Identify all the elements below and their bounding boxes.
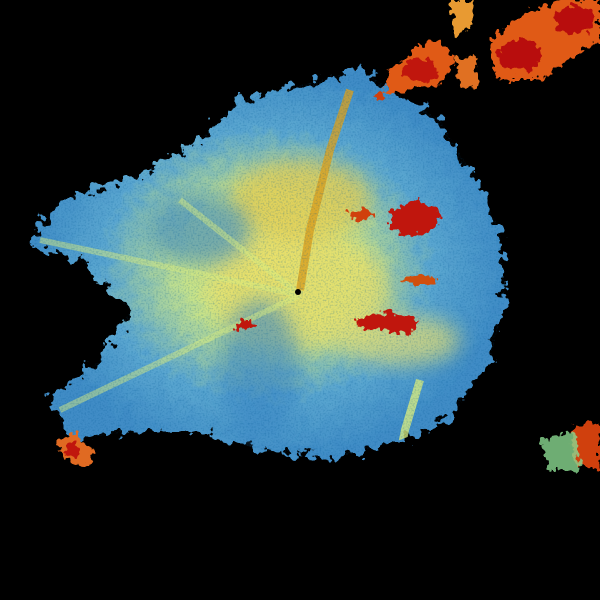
cell (64, 444, 80, 456)
cell (348, 209, 372, 221)
cell (375, 90, 385, 100)
storm-cells (55, 0, 600, 470)
radar-site (295, 289, 301, 295)
cell (450, 0, 475, 35)
cell (355, 312, 420, 335)
cell (402, 58, 438, 82)
cell (402, 276, 438, 284)
cell (555, 6, 595, 34)
cell (540, 430, 580, 470)
cell (235, 320, 255, 330)
cell (455, 55, 478, 90)
cell (498, 39, 542, 71)
cell (390, 200, 440, 238)
